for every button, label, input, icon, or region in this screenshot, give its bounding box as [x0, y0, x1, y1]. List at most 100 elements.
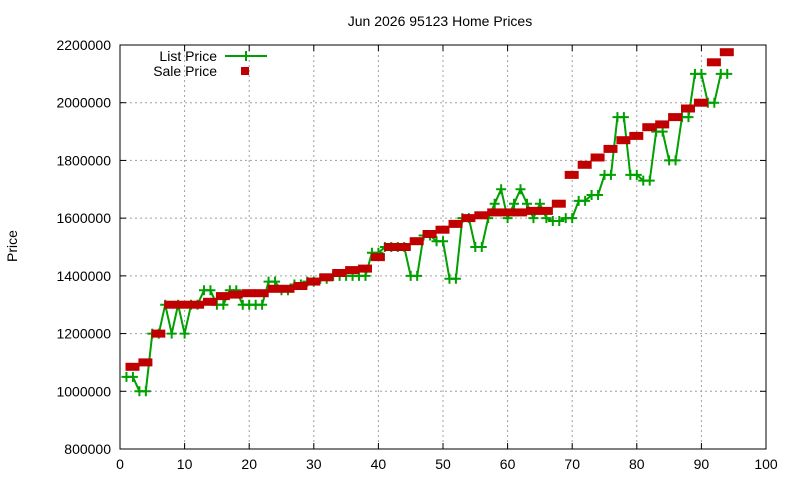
sale-price-point: [383, 243, 398, 251]
sale-price-point: [190, 300, 205, 309]
sale-price-point: [409, 237, 424, 246]
list-price-point: [476, 242, 487, 252]
sale-price-point: [577, 160, 592, 169]
y-axis-label: Price: [4, 230, 20, 262]
sale-price-point: [332, 269, 347, 277]
list-price-point: [140, 386, 151, 397]
sale-price-point: [435, 225, 450, 234]
sale-price-point: [693, 98, 708, 107]
sale-price-point: [306, 277, 321, 286]
x-tick-label: 70: [564, 456, 580, 472]
grid: [120, 45, 766, 449]
y-tick-label: 2000000: [56, 95, 111, 111]
x-tick-label: 30: [306, 456, 322, 472]
sale-price-point: [500, 208, 515, 217]
list-price-point: [618, 112, 629, 123]
sale-price-point: [513, 208, 528, 217]
list-price-point: [644, 175, 655, 186]
list-price-point: [580, 195, 591, 206]
sale-price-point: [642, 123, 657, 132]
sale-price-point: [254, 289, 269, 298]
sale-price-point: [461, 214, 476, 223]
legend-label-sale-price: Sale Price: [153, 63, 217, 79]
sale-price-point: [681, 104, 695, 113]
list-price-point: [489, 198, 500, 209]
sale-price-point: [215, 292, 230, 301]
list-price-point: [605, 169, 616, 180]
sale-price-point: [526, 206, 540, 215]
sale-price-point: [241, 289, 256, 298]
sale-price-point: [487, 208, 502, 217]
sale-price-point: [370, 253, 385, 262]
sale-price-point: [474, 211, 489, 220]
y-tick-label: 2200000: [56, 37, 111, 53]
sale-price-point: [267, 284, 282, 293]
list-price-point: [554, 216, 565, 227]
x-tick-label: 40: [371, 456, 387, 472]
y-tick-label: 1600000: [56, 210, 111, 226]
sale-price-point: [396, 243, 411, 251]
list-price-point: [670, 155, 681, 166]
sale-price-point: [564, 170, 579, 179]
list-price-point: [438, 236, 448, 247]
list-price-point: [683, 112, 694, 123]
legend-swatch-sale-price: [241, 67, 249, 75]
sale-price-point: [422, 230, 437, 238]
list-price-point: [127, 371, 138, 382]
sale-price-point: [319, 273, 334, 282]
list-price-point: [205, 285, 216, 296]
list-price-point: [509, 198, 520, 209]
list-price-point: [515, 184, 526, 195]
legend: List Price Sale Price: [153, 48, 267, 79]
list-price-point: [709, 97, 720, 108]
list-price-point: [166, 328, 177, 339]
list-price-point: [696, 68, 707, 79]
legend-marker-list-price: [241, 51, 251, 61]
sale-price-point: [719, 48, 734, 57]
sale-price-point: [177, 300, 192, 309]
sale-price-point: [668, 113, 683, 122]
sale-price-point: [280, 284, 295, 293]
sale-price-point: [138, 358, 153, 367]
list-price-point: [722, 68, 733, 79]
x-tick-label: 10: [177, 456, 193, 472]
sale-price-point: [228, 290, 243, 299]
list-price-point: [218, 299, 229, 310]
sale-price-point: [629, 131, 644, 140]
list-price-point: [496, 184, 507, 195]
sale-price-point: [203, 297, 217, 306]
list-price-point: [257, 299, 268, 310]
chart-title: Jun 2026 95123 Home Prices: [348, 13, 532, 29]
y-tick-label: 1400000: [56, 268, 111, 284]
sale-price-point: [125, 362, 140, 371]
list-price-point: [412, 270, 423, 281]
list-price-point: [450, 273, 461, 284]
sale-price-point: [603, 144, 618, 153]
y-tick-label: 1000000: [56, 383, 111, 399]
list-price-point: [631, 169, 642, 180]
x-tick-label: 0: [116, 456, 124, 472]
y-tick-label: 1800000: [56, 152, 111, 168]
axis-ticks: 0 10 20 30 40 50 60 70 80 90 100 800000 1000000 12000…: [56, 37, 777, 472]
x-tick-label: 60: [500, 456, 516, 472]
x-tick-label: 80: [629, 456, 645, 472]
sale-price-point: [706, 58, 721, 67]
sale-price-point: [655, 120, 670, 129]
sale-price-point: [538, 206, 553, 215]
y-tick-label: 1200000: [56, 326, 111, 342]
list-price-point: [179, 328, 190, 339]
y-tick-label: 800000: [64, 441, 111, 457]
list-price-point: [593, 190, 604, 201]
sale-price-point: [164, 300, 179, 309]
series-layer: [121, 48, 734, 397]
list-price-point: [567, 213, 578, 224]
sale-price-point: [358, 264, 372, 273]
sale-price-point: [616, 136, 631, 145]
x-tick-label: 90: [694, 456, 710, 472]
sale-price-point: [590, 153, 605, 162]
sale-price-point: [551, 199, 566, 208]
sale-price-point: [293, 282, 308, 290]
x-tick-label: 50: [435, 456, 451, 472]
sale-price-point: [151, 329, 166, 338]
